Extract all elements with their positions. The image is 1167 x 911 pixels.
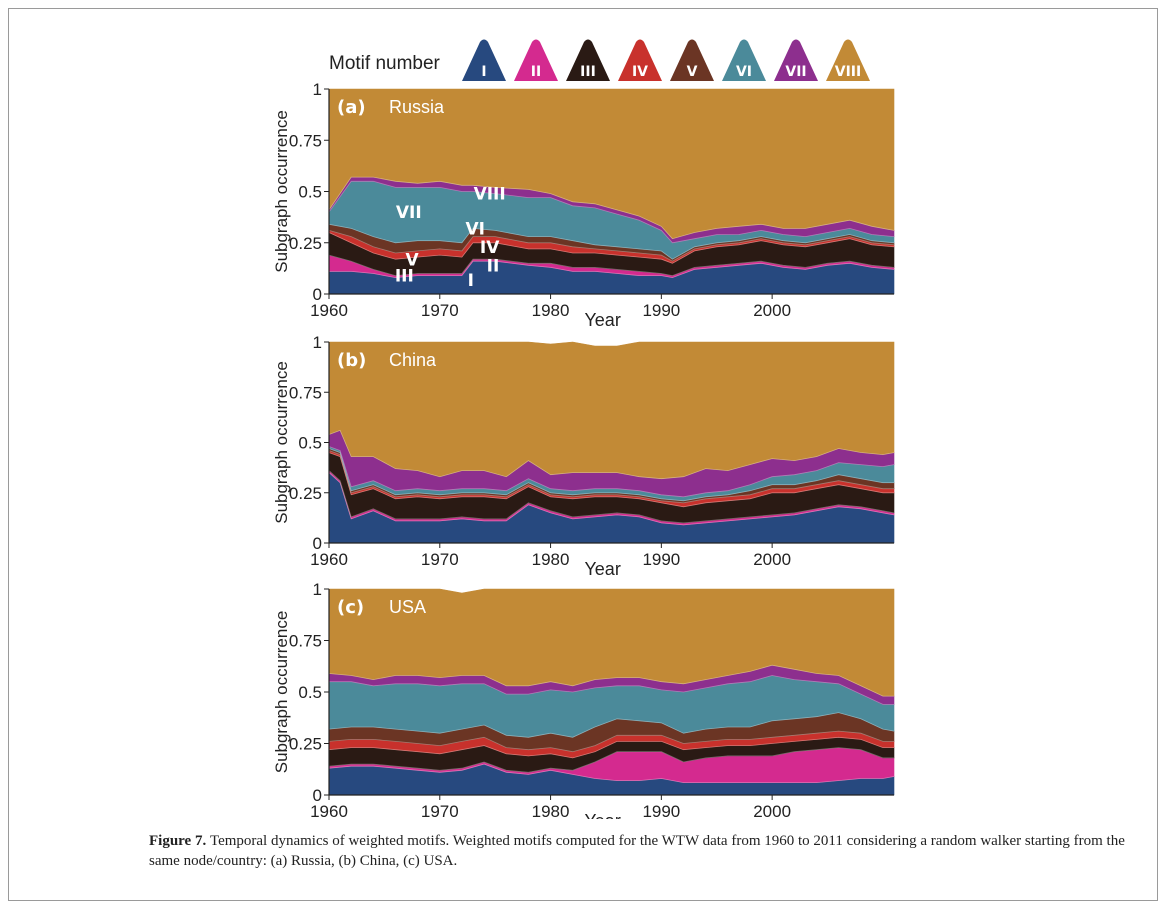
legend-label-iv: IV — [632, 64, 648, 80]
y-tick-label: 0 — [313, 786, 322, 805]
y-tick-label: 0.75 — [289, 383, 322, 402]
caption-text: Temporal dynamics of weighted motifs. We… — [149, 833, 1125, 869]
boundary-line-i — [328, 763, 895, 783]
legend-marker-v — [670, 39, 714, 81]
x-tick-label: 2000 — [753, 550, 791, 569]
legend-marker-vi — [722, 39, 766, 81]
y-tick-label: 0.5 — [298, 183, 322, 202]
x-tick-label: 2000 — [753, 802, 791, 819]
area-series-viii — [328, 588, 895, 697]
chart-panel-china: 0 0.25 0.5 0.75 1 1960 1970 1980 1990 2000 Year Sub… — [272, 333, 895, 579]
boundary-line-ii — [328, 747, 894, 773]
legend-label-viii: VIII — [835, 64, 861, 80]
y-tick-label: 0.5 — [298, 434, 322, 453]
y-tick-label: 0.75 — [289, 131, 322, 150]
x-axis-label: Year — [584, 811, 620, 819]
y-tick-label: 1 — [313, 333, 322, 352]
x-axis-label: Year — [584, 310, 620, 330]
boundary-line-iv — [328, 730, 894, 753]
legend-title: Motif number — [329, 53, 441, 74]
y-axis-label: Subgraph occurrence — [272, 611, 291, 774]
boundary-line-iii — [328, 452, 894, 508]
area-series-viii — [328, 88, 895, 240]
annotation-iv: IV — [480, 238, 500, 258]
boundary-line-i — [328, 472, 895, 526]
legend-label-v: V — [687, 64, 698, 80]
y-tick-label: 0.75 — [289, 632, 322, 651]
legend-label-i: I — [481, 64, 486, 80]
x-tick-label: 1970 — [421, 802, 459, 819]
y-tick-label: 0 — [313, 534, 322, 553]
boundary-line-vi — [328, 446, 895, 498]
panel-country: China — [389, 350, 437, 370]
figure-frame: Motif number I II III IV V VI VII VIII 0 0.25 0.5 0.… — [8, 8, 1158, 901]
boundary-line-iv — [328, 450, 894, 504]
x-tick-label: 2000 — [753, 301, 791, 320]
x-tick-label: 1960 — [310, 301, 348, 320]
legend-label-vi: VI — [736, 64, 752, 80]
annotation-ii: II — [487, 256, 500, 276]
figure-caption: Figure 7. Temporal dynamics of weighted … — [149, 831, 1149, 871]
x-tick-label: 1990 — [642, 550, 680, 569]
boundary-line-ii — [328, 470, 895, 524]
y-tick-label: 0.25 — [289, 735, 322, 754]
annotation-viii: VIII — [474, 185, 506, 205]
x-tick-label: 1970 — [421, 301, 459, 320]
legend-marker-iii — [566, 39, 610, 81]
boundary-line-v — [328, 448, 894, 502]
boundary-line-iv — [328, 230, 895, 262]
y-tick-label: 0.5 — [298, 683, 322, 702]
panel-country: Russia — [389, 97, 445, 117]
boundary-line-iii — [328, 232, 895, 264]
legend-marker-i — [462, 39, 506, 81]
y-tick-label: 0.25 — [289, 234, 322, 253]
caption-label: Figure 7. — [149, 833, 210, 849]
legend-label-ii: II — [531, 64, 541, 80]
boundary-line-vi — [329, 675, 894, 705]
annotation-i: I — [468, 271, 474, 291]
chart-panel-usa: 0 0.25 0.5 0.75 1 1960 1970 1980 1990 2000 Year Sub… — [272, 580, 895, 819]
boundary-line-i — [329, 260, 895, 279]
legend-marker-ii — [514, 39, 558, 81]
annotation-vii: VII — [396, 203, 422, 223]
y-tick-label: 0.25 — [289, 484, 322, 503]
legend-marker-iv — [618, 39, 662, 81]
boundary-line-vii — [328, 429, 895, 480]
x-tick-label: 1980 — [532, 802, 570, 819]
panel-label: (a) — [337, 97, 366, 118]
x-axis-label: Year — [584, 559, 620, 579]
y-axis-label: Subgraph occurrence — [272, 361, 291, 524]
annotation-v: V — [406, 250, 420, 270]
boundary-line-vii — [328, 176, 895, 240]
annotation-vi: VI — [465, 220, 484, 240]
x-tick-label: 1970 — [421, 550, 459, 569]
chart-panel-russia: 0 0.25 0.5 0.75 1 1960 1970 1980 1990 2000 Year Sub… — [272, 80, 895, 330]
boundary-line-iii — [328, 736, 894, 759]
x-tick-label: 1960 — [310, 550, 348, 569]
x-tick-label: 1980 — [532, 550, 570, 569]
annotation-iii: III — [395, 267, 414, 287]
x-tick-label: 1990 — [642, 301, 680, 320]
boundary-line-vi — [328, 180, 895, 244]
boundary-line-v — [328, 223, 895, 260]
boundary-line-ii — [328, 254, 895, 277]
legend-label-iii: III — [580, 64, 596, 80]
y-axis-label: Subgraph occurrence — [272, 110, 291, 273]
x-tick-label: 1980 — [532, 301, 570, 320]
legend-marker-viii — [826, 39, 870, 81]
panel-label: (b) — [337, 350, 366, 371]
x-tick-label: 1960 — [310, 802, 348, 819]
legend-marker-vii — [774, 39, 818, 81]
y-tick-label: 1 — [313, 580, 322, 599]
boundary-line-vii — [328, 664, 894, 697]
legend-label-vii: VII — [785, 64, 806, 80]
y-tick-label: 0 — [313, 285, 322, 304]
x-tick-label: 1990 — [642, 802, 680, 819]
panel-country: USA — [389, 597, 426, 617]
figure-svg: Motif number I II III IV V VI VII VIII00.250.50.… — [272, 39, 895, 819]
area-series-viii — [328, 341, 895, 480]
boundary-line-v — [328, 712, 895, 738]
y-tick-label: 1 — [313, 80, 322, 99]
panel-label: (c) — [337, 597, 364, 618]
